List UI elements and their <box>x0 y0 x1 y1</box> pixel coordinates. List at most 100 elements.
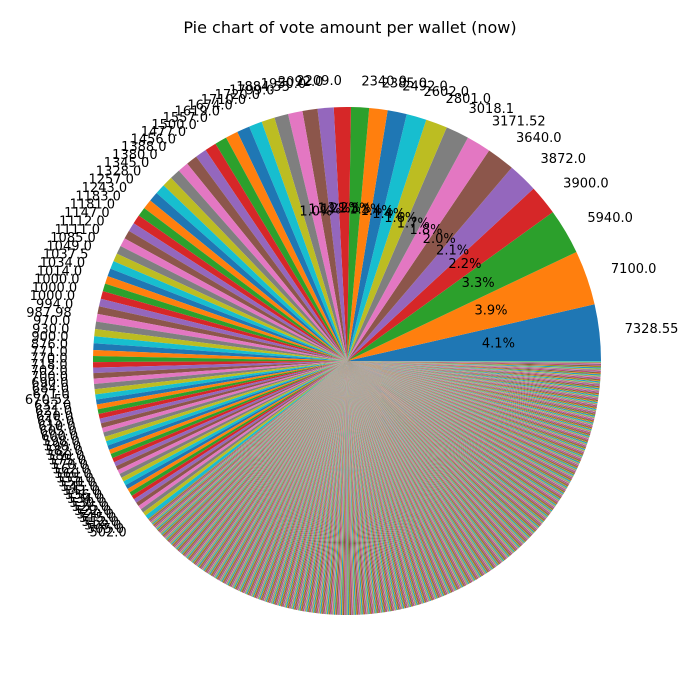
slice-value-label: 1183.0 <box>75 189 121 204</box>
pie-slice <box>347 361 388 612</box>
pie-slice <box>341 361 347 615</box>
pie-slice <box>347 361 364 615</box>
slice-value-label: 970.0 <box>33 314 70 329</box>
pie-slice <box>271 361 347 604</box>
pie-slice <box>347 361 599 399</box>
pie-slice <box>193 361 347 564</box>
pie-slice <box>185 361 347 558</box>
pie-slice <box>283 361 347 608</box>
pie-slice <box>347 361 591 434</box>
pie-slice <box>347 361 395 611</box>
pie-slice <box>157 361 347 531</box>
pie-slice <box>347 361 396 611</box>
pie-slice <box>162 361 347 537</box>
pie-slice <box>347 361 586 448</box>
pie-slice <box>110 361 347 459</box>
pie-slice <box>347 361 361 615</box>
pie-slice <box>110 261 348 361</box>
pie-slice <box>347 361 512 555</box>
pie-slice <box>97 306 347 361</box>
pie-slice <box>169 361 347 544</box>
pie-slice <box>166 361 347 541</box>
pie-slice <box>253 361 347 598</box>
pie-slice <box>347 361 482 577</box>
pie-slice <box>347 361 375 614</box>
pie-slice <box>347 361 596 417</box>
slice-value-label: 1257.0 <box>88 173 134 188</box>
pie-slice <box>235 361 347 590</box>
pie-slice <box>347 361 601 369</box>
pie-slice <box>243 361 347 594</box>
slice-percent-label: 1.4% <box>361 204 394 219</box>
pie-slice <box>155 361 347 528</box>
pie-slice <box>261 361 347 601</box>
pie-slice <box>268 361 347 603</box>
pie-slice <box>238 361 347 591</box>
slice-value-label: 2492.0 <box>402 80 448 95</box>
pie-slice <box>347 361 500 565</box>
pie-slice <box>347 361 586 450</box>
pie-slice <box>347 361 394 611</box>
pie-slice <box>165 361 347 540</box>
pie-slice <box>213 361 347 578</box>
pie-slice <box>347 361 601 376</box>
pie-slice <box>347 361 356 615</box>
pie-slice <box>293 361 347 610</box>
pie-slice <box>347 361 598 402</box>
pie-slice <box>347 361 461 589</box>
pie-slice <box>347 361 592 430</box>
pie-slice <box>93 361 347 374</box>
pie-slice <box>347 361 418 606</box>
pie-slice <box>347 361 566 491</box>
pie-slice <box>184 361 347 557</box>
pie-slice <box>286 361 347 608</box>
slice-value-label: 2340.0 <box>361 74 407 89</box>
pie-slice <box>148 361 347 520</box>
pie-slice <box>297 361 347 611</box>
pie-slice <box>347 361 546 521</box>
pie-slice <box>172 361 347 546</box>
slice-value-label: 560.0 <box>54 467 91 482</box>
slice-value-label: 1112.0 <box>59 214 105 229</box>
pie-slice <box>346 361 348 616</box>
pie-slice <box>347 361 522 547</box>
pie-slice <box>347 361 436 600</box>
pie-slice <box>347 361 576 473</box>
pie-slice <box>347 361 587 447</box>
pie-slice <box>347 361 548 518</box>
pie-slice <box>347 361 577 471</box>
pie-slice <box>347 361 406 609</box>
pie-slice <box>100 361 347 428</box>
pie-slice <box>217 361 347 580</box>
pie-slice <box>303 361 347 612</box>
pie-slice <box>347 361 585 452</box>
pie-slice <box>347 361 468 585</box>
pie-slice <box>347 361 437 599</box>
pie-slice <box>347 361 572 480</box>
pie-slice <box>347 361 556 508</box>
pie-slice <box>347 361 596 416</box>
pie-slice <box>297 361 347 611</box>
pie-slice <box>347 361 440 598</box>
pie-slice <box>103 361 347 437</box>
pie-slice <box>347 361 402 610</box>
pie-slice <box>347 361 523 546</box>
slice-value-label: 1710.0 <box>201 93 247 108</box>
pie-slice <box>264 361 347 602</box>
pie-slice <box>197 361 347 567</box>
pie-slice <box>347 361 599 400</box>
pie-slice <box>347 361 444 597</box>
pie-slice <box>274 361 347 605</box>
pie-slice <box>347 361 507 560</box>
slice-value-label: 1477.0 <box>141 125 187 140</box>
pie-slice <box>347 361 529 540</box>
pie-slice <box>150 361 347 522</box>
pie-slice <box>190 361 347 562</box>
pie-slice <box>166 361 347 541</box>
pie-slice <box>347 361 375 614</box>
pie-slice <box>347 361 579 468</box>
pie-slice <box>181 361 347 555</box>
pie-slice <box>347 361 541 527</box>
pie-slice <box>347 361 384 613</box>
pie-slice <box>98 298 348 361</box>
